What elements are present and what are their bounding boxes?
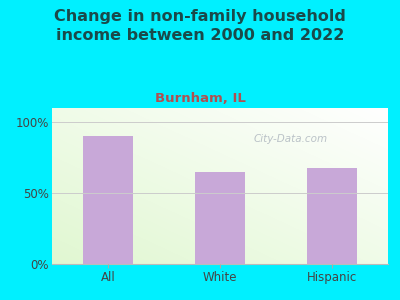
Text: Burnham, IL: Burnham, IL <box>154 92 246 104</box>
Text: Change in non-family household
income between 2000 and 2022: Change in non-family household income be… <box>54 9 346 43</box>
Bar <box>307 168 357 264</box>
Bar <box>83 136 133 264</box>
Bar <box>195 172 245 264</box>
Text: City-Data.com: City-Data.com <box>254 134 328 144</box>
